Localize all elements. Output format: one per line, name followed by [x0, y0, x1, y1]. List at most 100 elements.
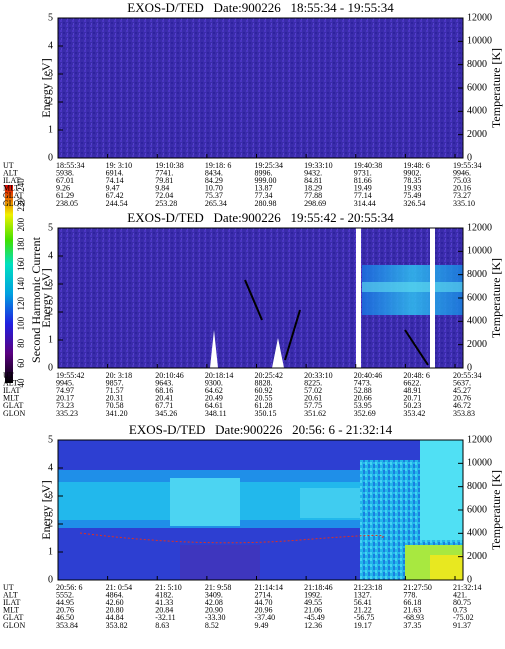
row-value: -68.93 — [403, 613, 424, 622]
row-value: 64.62 — [205, 386, 223, 395]
y2-axis-label: Temperature [K] — [489, 48, 503, 128]
y-tick-label: 2 — [48, 518, 53, 529]
row-value: 8.63 — [155, 621, 169, 630]
y-axis-label: Energy [eV] — [39, 58, 53, 117]
row-value: 37.35 — [403, 621, 421, 630]
y-tick-label: 0 — [48, 152, 53, 163]
row-label: UT — [3, 583, 14, 592]
y2-axis-label: Temperature [K] — [489, 258, 503, 338]
row-label: MLT — [3, 184, 19, 193]
row-value: 9.47 — [106, 184, 120, 193]
row-value: 6914. — [106, 168, 124, 177]
row-value: 353.84 — [56, 621, 78, 630]
row-value: 12.36 — [304, 621, 322, 630]
row-value: 6622. — [403, 378, 421, 387]
row-value: 52.88 — [354, 386, 372, 395]
y2-tick-label: 12000 — [467, 434, 492, 445]
row-value: 61.29 — [56, 191, 74, 200]
y2-tick-label: 8000 — [467, 269, 487, 280]
row-value: 13.87 — [255, 184, 273, 193]
row-value: 778. — [403, 590, 417, 599]
row-value: 348.11 — [205, 409, 227, 418]
row-value: 20.31 — [106, 394, 124, 403]
row-value: 20.49 — [205, 394, 223, 403]
row-label: MLT — [3, 606, 19, 615]
colorbar-tick-label: 160 — [16, 257, 26, 271]
y-tick-label: 5 — [48, 12, 53, 23]
row-value: 20.84 — [155, 606, 173, 615]
row-value: 1992. — [304, 590, 322, 599]
row-value: 20.80 — [106, 606, 124, 615]
row-value: 5938. — [56, 168, 74, 177]
y2-axis-label: Temperature [K] — [489, 470, 503, 550]
y-tick-label: 4 — [48, 250, 53, 261]
y-tick-label: 3 — [48, 68, 53, 79]
panel-3-image — [58, 440, 463, 580]
y-tick-label: 4 — [48, 40, 53, 51]
y2-tick-label: 4000 — [467, 528, 487, 539]
row-value: 44.95 — [56, 598, 74, 607]
row-value: 20:48: 6 — [403, 371, 429, 380]
row-value: 20.17 — [56, 394, 74, 403]
row-value: 71.57 — [106, 386, 124, 395]
row-value: 20:40:46 — [354, 371, 382, 380]
row-value: 21:18:46 — [304, 583, 332, 592]
colorbar-tick-label: 60 — [16, 358, 26, 368]
row-value: 18.29 — [304, 184, 322, 193]
row-value: -33.30 — [205, 613, 226, 622]
row-value: 20:33:10 — [304, 371, 332, 380]
row-value: 50.23 — [403, 401, 421, 410]
row-value: 8996. — [255, 168, 273, 177]
row-label: UT — [3, 161, 14, 170]
row-value: 42.08 — [205, 598, 223, 607]
y2-tick-label: 8000 — [467, 481, 487, 492]
row-value: 353.82 — [106, 621, 128, 630]
row-value: 70.58 — [106, 401, 124, 410]
y-tick-label: 5 — [48, 222, 53, 233]
row-value: 66.18 — [403, 598, 421, 607]
y2-tick-label: 10000 — [467, 36, 492, 47]
row-value: 253.28 — [155, 199, 177, 208]
panel-title: EXOS-D/TED Date:900226 18:55:34 - 19:55:… — [127, 0, 394, 15]
row-value: 9.49 — [255, 621, 269, 630]
colorbar-tick-label: 220 — [16, 198, 26, 212]
row-value: 84.81 — [304, 176, 322, 185]
row-value: 20.90 — [205, 606, 223, 615]
row-label: UT — [3, 371, 14, 380]
colorbar — [5, 185, 13, 383]
row-value: 19:25:34 — [255, 161, 283, 170]
row-label: ALT — [3, 168, 18, 177]
row-value: 351.62 — [304, 409, 326, 418]
row-value: 60.92 — [255, 386, 273, 395]
y2-tick-label: 0 — [467, 152, 472, 163]
row-label: GLON — [3, 199, 25, 208]
row-value: 77.34 — [255, 191, 273, 200]
row-value: 48.91 — [403, 386, 421, 395]
row-label: ILAT — [3, 598, 20, 607]
row-value: 21.22 — [354, 606, 372, 615]
row-value: 64.61 — [205, 401, 223, 410]
row-value: 4182. — [155, 590, 173, 599]
row-label: ILAT — [3, 386, 20, 395]
row-value: 57.02 — [304, 386, 322, 395]
row-value: 5552. — [56, 590, 74, 599]
row-value: 20.41 — [155, 394, 173, 403]
row-value: 46.50 — [56, 613, 74, 622]
y2-tick-label: 2000 — [467, 129, 487, 140]
row-value: 7741. — [155, 168, 173, 177]
y2-tick-label: 6000 — [467, 82, 487, 93]
row-value: 421. — [453, 590, 467, 599]
row-value: 19.17 — [354, 621, 372, 630]
row-value: 8225. — [304, 378, 322, 387]
row-value: -45.49 — [304, 613, 325, 622]
row-value: 9.26 — [56, 184, 70, 193]
row-value: 8434. — [205, 168, 223, 177]
colorbar-tick-label: 140 — [16, 277, 26, 291]
row-value: 73.27 — [453, 191, 471, 200]
colorbar-tick-label: 120 — [16, 297, 26, 311]
row-value: -37.40 — [255, 613, 276, 622]
y-tick-label: 1 — [48, 334, 53, 345]
panel-title: EXOS-D/TED Date:900226 19:55:42 - 20:55:… — [127, 210, 394, 225]
row-value: 9643. — [155, 378, 173, 387]
y-tick-label: 3 — [48, 490, 53, 501]
